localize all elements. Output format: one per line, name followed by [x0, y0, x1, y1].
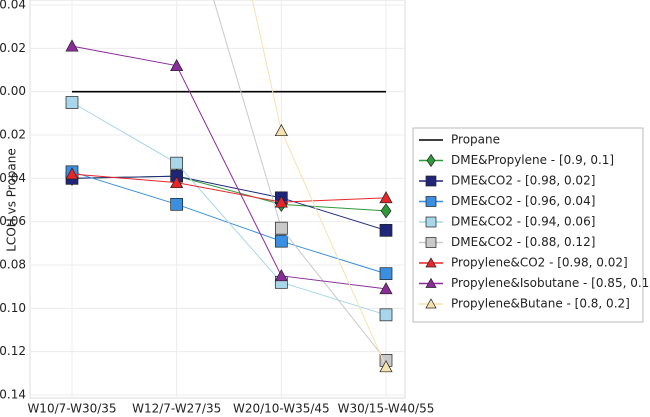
marker: [425, 196, 437, 207]
marker: [170, 197, 184, 211]
marker: [170, 156, 184, 170]
marker: [425, 237, 437, 248]
marker: [274, 123, 288, 137]
marker: [274, 195, 288, 208]
series-line: [71, 173, 387, 203]
series-line: [213, 0, 387, 361]
marker: [65, 167, 79, 180]
legend-label: Propane: [451, 133, 500, 147]
marker: [274, 269, 288, 282]
marker: [274, 221, 288, 235]
legend-label: DME&Propylene - [0.9, 0.1]: [451, 153, 614, 167]
legend-label: Propylene&CO2 - [0.98, 0.02]: [451, 256, 628, 270]
series-line: [71, 45, 387, 290]
series-line: [71, 175, 387, 212]
marker: [380, 203, 392, 219]
y-tick-label: -0.12: [0, 344, 26, 358]
plot-area: [65, 0, 393, 373]
marker: [379, 267, 393, 281]
y-tick-label: -0.14: [0, 388, 26, 402]
legend-label: DME&CO2 - [0.94, 0.06]: [451, 215, 595, 229]
marker: [426, 153, 436, 168]
marker: [379, 282, 393, 295]
legend-label: DME&CO2 - [0.88, 0.12]: [451, 235, 595, 249]
marker: [65, 39, 79, 52]
marker: [425, 257, 437, 268]
y-tick-label: -0.08: [0, 258, 26, 272]
marker: [274, 234, 288, 248]
y-axis-label: LCOH vs Propane: [5, 148, 19, 252]
series-line: [251, 0, 387, 368]
marker: [425, 298, 437, 309]
marker: [379, 360, 393, 373]
y-tick-label: 0.04: [0, 0, 26, 12]
legend-label: Propylene&Butane - [0.8, 0.2]: [451, 297, 630, 311]
plot-frame: [29, 0, 406, 399]
marker: [379, 191, 393, 204]
y-tick-label: -0.04: [0, 171, 26, 185]
x-tick-label: W10/7-W30/35: [27, 402, 116, 416]
marker: [65, 96, 79, 109]
y-tick-label: 0.02: [0, 41, 26, 55]
series-line: [71, 102, 387, 316]
y-tick-label: 0.00: [0, 84, 26, 98]
marker: [379, 308, 393, 322]
marker: [425, 277, 437, 288]
marker: [170, 175, 184, 189]
legend: Propane DME&Propylene - [0.9, 0.1] DME&CO2…: [412, 127, 650, 323]
x-tick-label: W30/15-W40/55: [338, 402, 435, 416]
y-tick-label: -0.10: [0, 301, 26, 315]
marker: [170, 58, 184, 72]
marker: [379, 223, 393, 237]
legend-label: DME&CO2 - [0.96, 0.04]: [451, 194, 595, 208]
x-tick-label: W20/10-W35/45: [233, 402, 330, 416]
series-line: [71, 175, 387, 231]
y-tick-label: -0.06: [0, 214, 26, 228]
marker: [425, 175, 437, 187]
legend-box: [412, 127, 644, 323]
marker: [425, 216, 437, 228]
x-tick-label: W12/7-W27/35: [132, 402, 221, 416]
legend-label: Propylene&Isobutane - [0.85, 0.15]: [451, 276, 650, 290]
y-tick-label: -0.02: [0, 128, 26, 142]
legend-label: DME&CO2 - [0.98, 0.02]: [451, 174, 595, 188]
